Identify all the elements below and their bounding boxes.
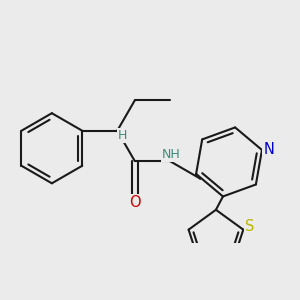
Text: N: N [263, 142, 274, 158]
Text: NH: NH [162, 148, 181, 161]
Text: H: H [118, 130, 127, 142]
Text: S: S [245, 219, 254, 234]
Text: O: O [129, 195, 141, 210]
